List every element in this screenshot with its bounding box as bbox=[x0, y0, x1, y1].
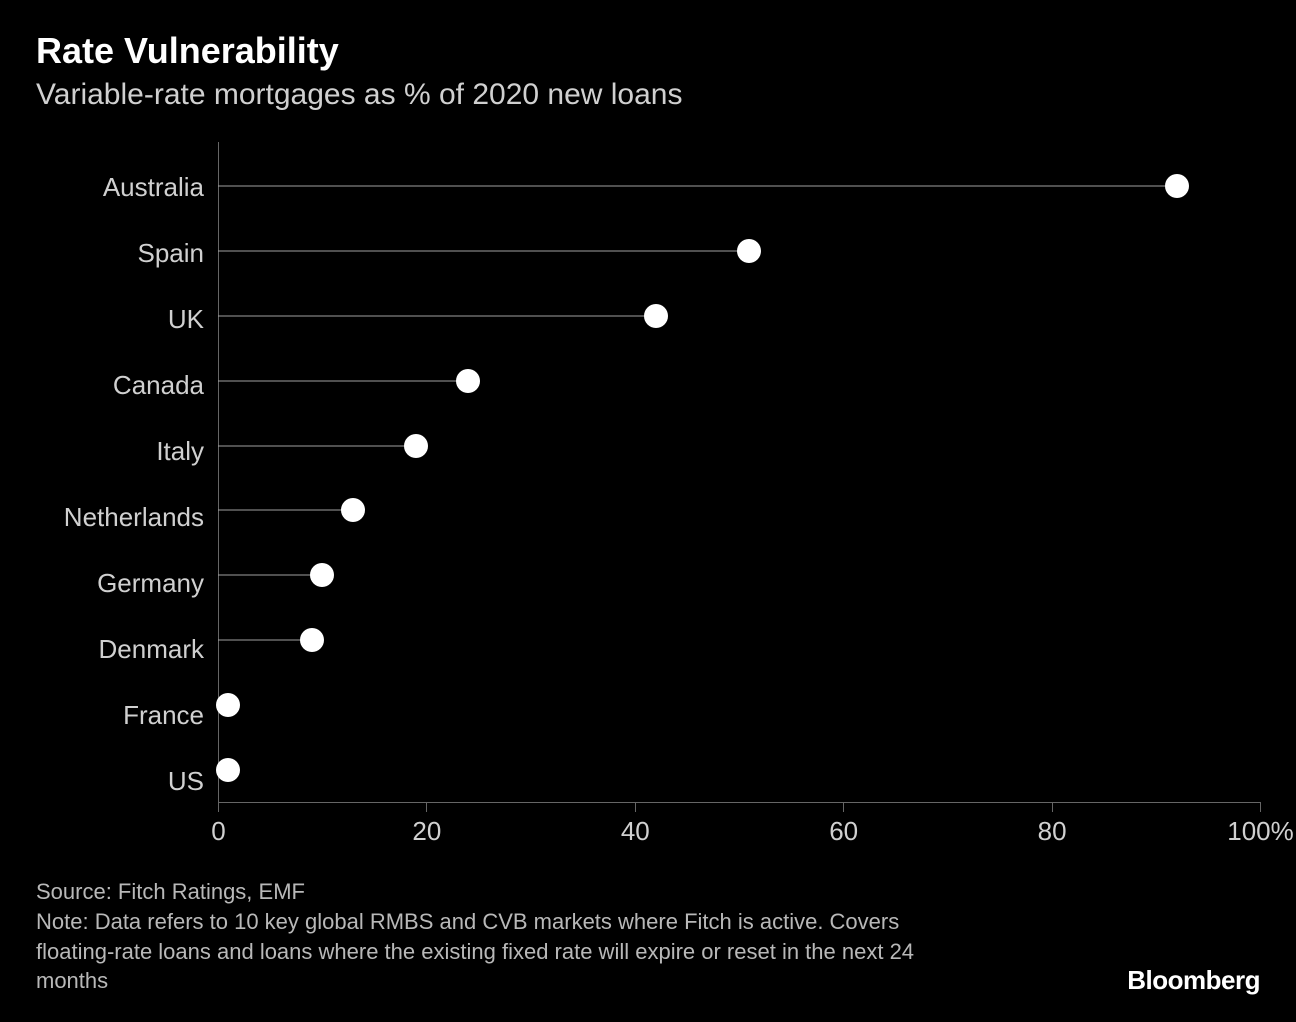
y-axis-label: Germany bbox=[36, 550, 218, 616]
x-tick: 20 bbox=[426, 802, 427, 812]
y-axis-label: US bbox=[36, 748, 218, 814]
y-axis-label: Denmark bbox=[36, 616, 218, 682]
lollipop-dot bbox=[1165, 174, 1189, 198]
lollipop-dot bbox=[341, 498, 365, 522]
y-axis-label: Australia bbox=[36, 154, 218, 220]
lollipop-stem bbox=[218, 575, 322, 576]
y-axis-label: UK bbox=[36, 286, 218, 352]
lollipop-stem bbox=[218, 315, 656, 316]
lollipop-row bbox=[218, 737, 1260, 802]
x-tick: 80 bbox=[1052, 802, 1053, 812]
note-text: Note: Data refers to 10 key global RMBS … bbox=[36, 907, 936, 996]
lollipop-row bbox=[218, 413, 1260, 478]
lollipop-dot bbox=[216, 758, 240, 782]
x-axis-line bbox=[218, 802, 1260, 803]
lollipop-dot bbox=[404, 434, 428, 458]
lollipop-row bbox=[218, 154, 1260, 219]
lollipop-stem bbox=[218, 445, 416, 446]
lollipop-rows bbox=[218, 154, 1260, 802]
x-tick-mark bbox=[1260, 802, 1261, 812]
lollipop-dot bbox=[310, 563, 334, 587]
lollipop-stem bbox=[218, 251, 749, 252]
x-tick: 100% bbox=[1260, 802, 1261, 812]
lollipop-dot bbox=[644, 304, 668, 328]
x-tick-mark bbox=[426, 802, 427, 812]
lollipop-stem bbox=[218, 510, 353, 511]
lollipop-dot bbox=[456, 369, 480, 393]
y-axis-labels: AustraliaSpainUKCanadaItalyNetherlandsGe… bbox=[36, 142, 218, 802]
source-text: Source: Fitch Ratings, EMF bbox=[36, 879, 1260, 905]
brand-label: Bloomberg bbox=[1127, 965, 1260, 996]
x-tick-mark bbox=[1052, 802, 1053, 812]
lollipop-row bbox=[218, 608, 1260, 673]
y-axis-label: Italy bbox=[36, 418, 218, 484]
plot-area: 0 20 40 60 80 100% bbox=[218, 142, 1260, 852]
lollipop-dot bbox=[300, 628, 324, 652]
chart-footer: Source: Fitch Ratings, EMF Note: Data re… bbox=[36, 879, 1260, 996]
chart-container: Rate Vulnerability Variable-rate mortgag… bbox=[0, 0, 1296, 1022]
lollipop-row bbox=[218, 219, 1260, 284]
x-tick-label: 20 bbox=[412, 816, 441, 847]
lollipop-row bbox=[218, 672, 1260, 737]
y-axis-label: Spain bbox=[36, 220, 218, 286]
lollipop-stem bbox=[218, 186, 1177, 187]
x-tick-label: 100% bbox=[1227, 816, 1294, 847]
lollipop-row bbox=[218, 284, 1260, 349]
lollipop-dot bbox=[216, 693, 240, 717]
x-tick: 40 bbox=[635, 802, 636, 812]
y-axis-label: Netherlands bbox=[36, 484, 218, 550]
lollipop-stem bbox=[218, 380, 468, 381]
x-tick: 0 bbox=[218, 802, 219, 812]
x-tick-label: 80 bbox=[1038, 816, 1067, 847]
y-axis-label: Canada bbox=[36, 352, 218, 418]
lollipop-row bbox=[218, 348, 1260, 413]
x-tick-label: 40 bbox=[621, 816, 650, 847]
x-tick-mark bbox=[843, 802, 844, 812]
x-tick: 60 bbox=[843, 802, 844, 812]
lollipop-dot bbox=[737, 239, 761, 263]
lollipop-stem bbox=[218, 639, 312, 640]
x-tick-mark bbox=[218, 802, 219, 812]
x-tick-label: 0 bbox=[211, 816, 225, 847]
x-tick-label: 60 bbox=[829, 816, 858, 847]
chart-subtitle: Variable-rate mortgages as % of 2020 new… bbox=[36, 78, 1260, 112]
lollipop-row bbox=[218, 478, 1260, 543]
x-tick-mark bbox=[635, 802, 636, 812]
lollipop-row bbox=[218, 543, 1260, 608]
y-axis-label: France bbox=[36, 682, 218, 748]
chart-title: Rate Vulnerability bbox=[36, 30, 1260, 72]
chart-area: AustraliaSpainUKCanadaItalyNetherlandsGe… bbox=[36, 142, 1260, 852]
